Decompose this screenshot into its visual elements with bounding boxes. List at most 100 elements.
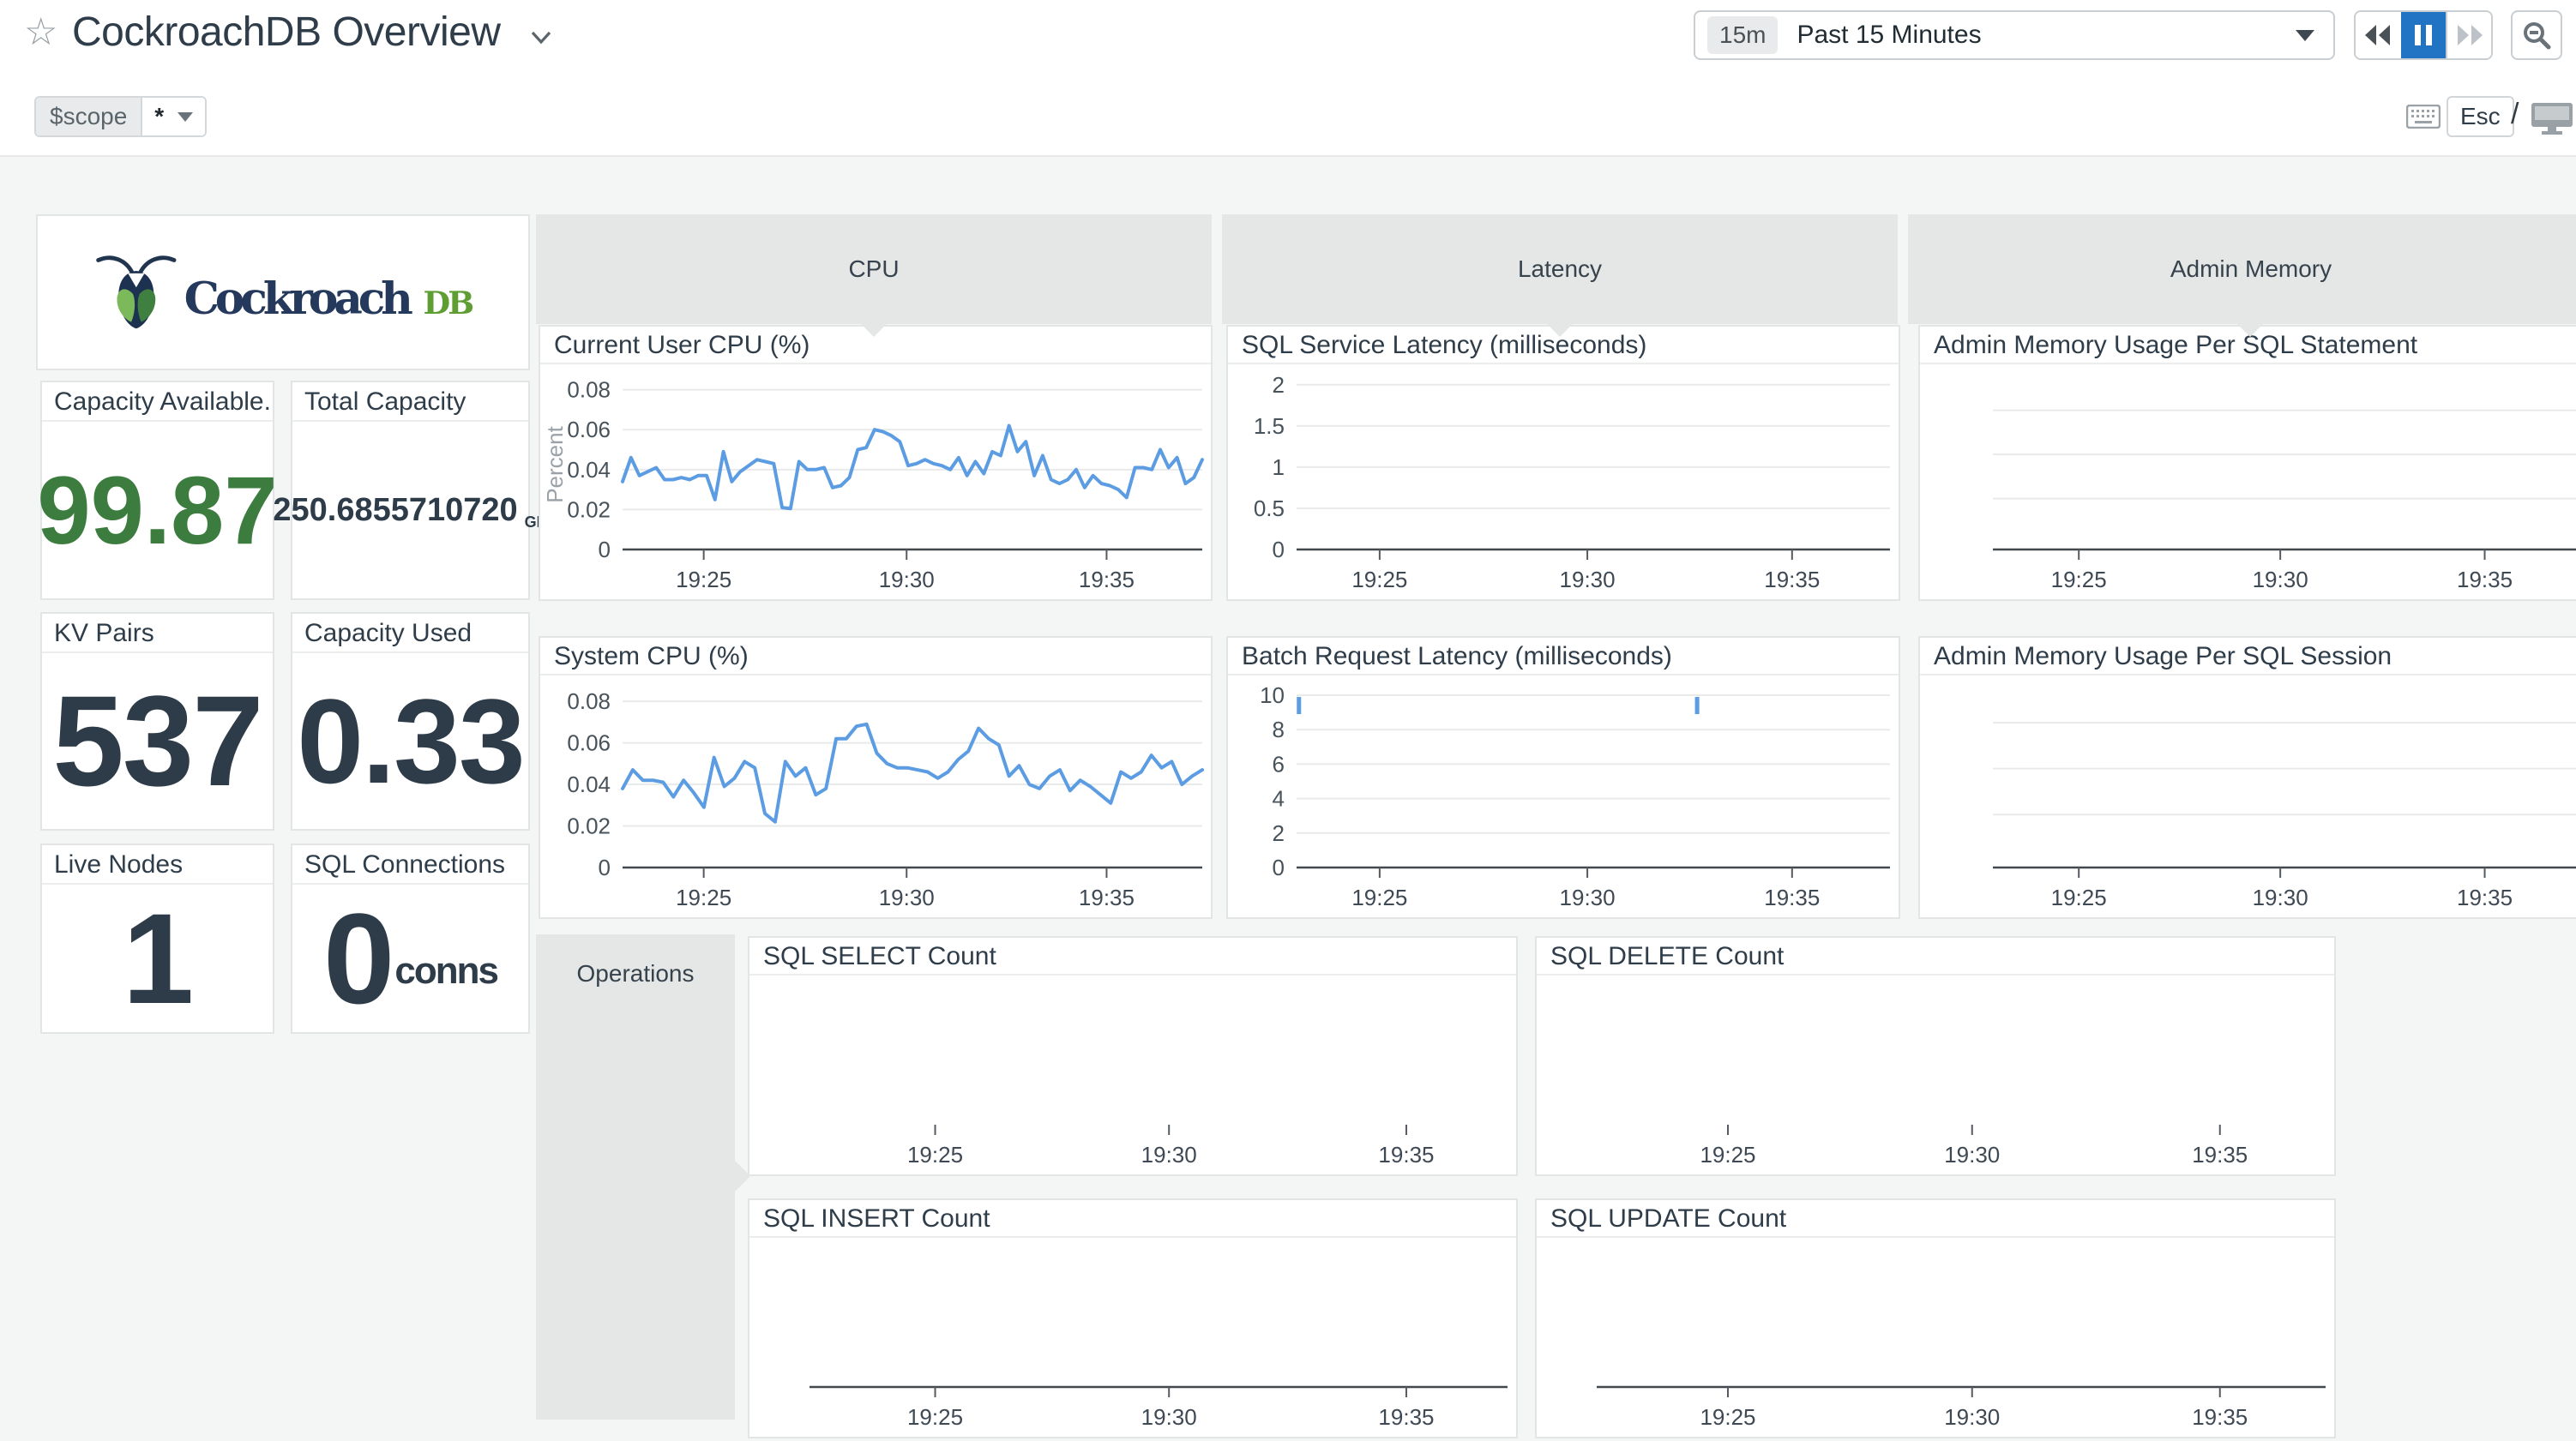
- pause-icon: [2414, 25, 2432, 45]
- chart-title: Admin Memory Usage Per SQL Statement: [1920, 327, 2576, 364]
- svg-text:2: 2: [1273, 820, 1285, 846]
- svg-text:19:35: 19:35: [1079, 885, 1135, 910]
- chart-title: Batch Request Latency (milliseconds): [1228, 638, 1899, 675]
- chart-title: SQL SELECT Count: [749, 938, 1516, 976]
- chart-sql-insert-count[interactable]: 19:25 19:30 19:35: [749, 1240, 1516, 1437]
- svg-text:19:30: 19:30: [1560, 885, 1616, 910]
- group-label: Latency: [1517, 255, 1603, 282]
- top-bar: ☆ CockroachDB Overview 15m Past 15 Minut…: [0, 0, 2576, 94]
- scope-variable-value[interactable]: *: [141, 98, 206, 135]
- chart-sql-service-latency[interactable]: 0 0.5 1 1.5 2 19:25 19:30 19:35: [1228, 366, 1899, 599]
- svg-text:19:30: 19:30: [1944, 1142, 2000, 1168]
- favorite-star-icon[interactable]: ☆: [24, 11, 58, 53]
- svg-text:19:35: 19:35: [2192, 1404, 2248, 1430]
- chart-admin-memory-session[interactable]: 19:25 19:30 19:35: [1920, 677, 2576, 917]
- page-title: CockroachDB Overview: [72, 9, 501, 55]
- svg-text:19:35: 19:35: [2457, 885, 2513, 910]
- widget-title: KV Pairs: [42, 614, 273, 653]
- svg-text:0: 0: [599, 537, 611, 562]
- cockroachdb-logo-widget: Cockroach DB: [36, 214, 530, 370]
- monitor-fullscreen-icon[interactable]: [2530, 101, 2574, 140]
- svg-text:19:25: 19:25: [1700, 1404, 1755, 1430]
- stat-value: 99.87: [37, 456, 278, 564]
- svg-text:19:35: 19:35: [1378, 1404, 1434, 1430]
- svg-text:19:30: 19:30: [879, 567, 935, 592]
- svg-text:19:30: 19:30: [879, 885, 935, 910]
- widget-live-nodes: Live Nodes 1: [40, 844, 274, 1034]
- chart-current-user-cpu[interactable]: 0 0.02 0.04 0.06 0.08 19:25 19:30 19:35 Percent: [540, 366, 1211, 599]
- widget-capacity-used: Capacity Used 0.33: [291, 612, 530, 831]
- chart-admin-memory-statement[interactable]: 19:25 19:30 19:35: [1920, 366, 2576, 599]
- svg-text:Percent: Percent: [542, 425, 568, 502]
- group-label: Admin Memory: [2170, 255, 2332, 282]
- svg-text:10: 10: [1260, 682, 1285, 708]
- group-notch-operations: [735, 1161, 750, 1192]
- chart-sql-update-count[interactable]: 19:25 19:30 19:35: [1537, 1240, 2334, 1437]
- chart-system-cpu[interactable]: 0 0.02 0.04 0.06 0.08 19:25 19:30 19:35: [540, 677, 1211, 917]
- group-notch-admin-memory: [2236, 322, 2265, 337]
- widget-system-cpu: System CPU (%) 0 0.02 0.04 0.06 0.08 19:25 19:…: [539, 636, 1213, 919]
- time-forward-button[interactable]: [2446, 12, 2491, 58]
- svg-text:8: 8: [1273, 717, 1285, 742]
- timeframe-caret-icon: [2296, 29, 2314, 41]
- chart-batch-request-latency[interactable]: 0 2 4 6 8 10 19:25 19:30 19:35: [1228, 677, 1899, 917]
- timeframe-badge: 15m: [1707, 16, 1779, 54]
- rewind-icon: [2365, 25, 2391, 45]
- magnifier-minus-icon: [2524, 22, 2551, 50]
- shortcut-slash: /: [2511, 98, 2519, 130]
- svg-text:19:25: 19:25: [907, 1404, 963, 1430]
- timeframe-select[interactable]: 15m Past 15 Minutes: [1694, 10, 2335, 60]
- svg-text:19:25: 19:25: [676, 567, 731, 592]
- group-header-admin-memory[interactable]: Admin Memory: [1908, 214, 2576, 324]
- widget-current-user-cpu: Current User CPU (%) 0 0.02 0.04 0.06 0.08 19…: [539, 325, 1213, 601]
- widget-title: Live Nodes: [42, 845, 273, 885]
- cockroachdb-logo: Cockroach DB: [96, 255, 474, 329]
- chart-title: System CPU (%): [540, 638, 1211, 675]
- group-header-latency[interactable]: Latency: [1222, 214, 1898, 324]
- widget-sql-delete-count: SQL DELETE Count 19:25 19:30 19:35: [1535, 936, 2336, 1176]
- svg-text:0.04: 0.04: [567, 457, 611, 483]
- pause-button[interactable]: [2400, 12, 2447, 58]
- esc-key-button[interactable]: Esc: [2447, 96, 2514, 137]
- widget-total-capacity: Total Capacity 250.6855710720 GB: [273, 381, 548, 600]
- svg-text:19:35: 19:35: [1764, 885, 1820, 910]
- svg-text:19:30: 19:30: [1141, 1404, 1197, 1430]
- svg-text:0: 0: [1273, 855, 1285, 880]
- group-header-cpu[interactable]: CPU: [536, 214, 1212, 324]
- chart-title: SQL Service Latency (milliseconds): [1228, 327, 1899, 364]
- keyboard-icon: [2405, 104, 2441, 133]
- widget-title: Capacity Available...: [42, 382, 273, 422]
- chart-sql-select-count[interactable]: 19:25 19:30 19:35: [749, 977, 1516, 1174]
- svg-text:0.02: 0.02: [567, 814, 611, 839]
- widget-admin-memory-statement: Admin Memory Usage Per SQL Statement 19:…: [1918, 325, 2576, 601]
- widget-sql-connections: SQL Connections 0 conns: [291, 844, 530, 1034]
- zoom-out-button[interactable]: [2511, 10, 2562, 60]
- dashboard-canvas: Cockroach DB Capacity Available... 99.87…: [0, 157, 2576, 1441]
- widget-sql-update-count: SQL UPDATE Count 19:25 19:30 19:35: [1535, 1198, 2336, 1438]
- svg-text:19:25: 19:25: [2051, 567, 2107, 592]
- svg-text:0.06: 0.06: [567, 730, 611, 756]
- stat-value: 1: [122, 886, 194, 1030]
- svg-text:19:35: 19:35: [1079, 567, 1135, 592]
- header-divider: [0, 155, 2576, 157]
- scope-variable-name: $scope: [36, 98, 141, 135]
- widget-sql-insert-count: SQL INSERT Count 19:25 19:30 19:35: [748, 1198, 1518, 1438]
- title-chevron-down-icon[interactable]: [530, 26, 552, 48]
- chart-sql-delete-count[interactable]: 19:25 19:30 19:35: [1537, 977, 2334, 1174]
- svg-text:1: 1: [1273, 454, 1285, 480]
- svg-text:4: 4: [1273, 786, 1285, 812]
- stat-value: 250.6855710720 GB: [273, 491, 548, 531]
- group-header-operations[interactable]: Operations: [536, 934, 735, 1420]
- time-backward-button[interactable]: [2356, 12, 2401, 58]
- svg-text:19:25: 19:25: [1351, 567, 1407, 592]
- stat-value: 537: [52, 669, 263, 813]
- widget-title: Total Capacity: [292, 382, 528, 422]
- chart-title: SQL UPDATE Count: [1537, 1200, 2334, 1238]
- time-nav-buttons: [2354, 10, 2493, 60]
- svg-text:19:35: 19:35: [1378, 1142, 1434, 1168]
- template-variable-scope[interactable]: $scope *: [34, 96, 208, 137]
- unit-label: conns: [394, 950, 499, 992]
- stat-value: 0 conns: [322, 886, 499, 1030]
- logo-wordmark: Cockroach: [184, 273, 413, 325]
